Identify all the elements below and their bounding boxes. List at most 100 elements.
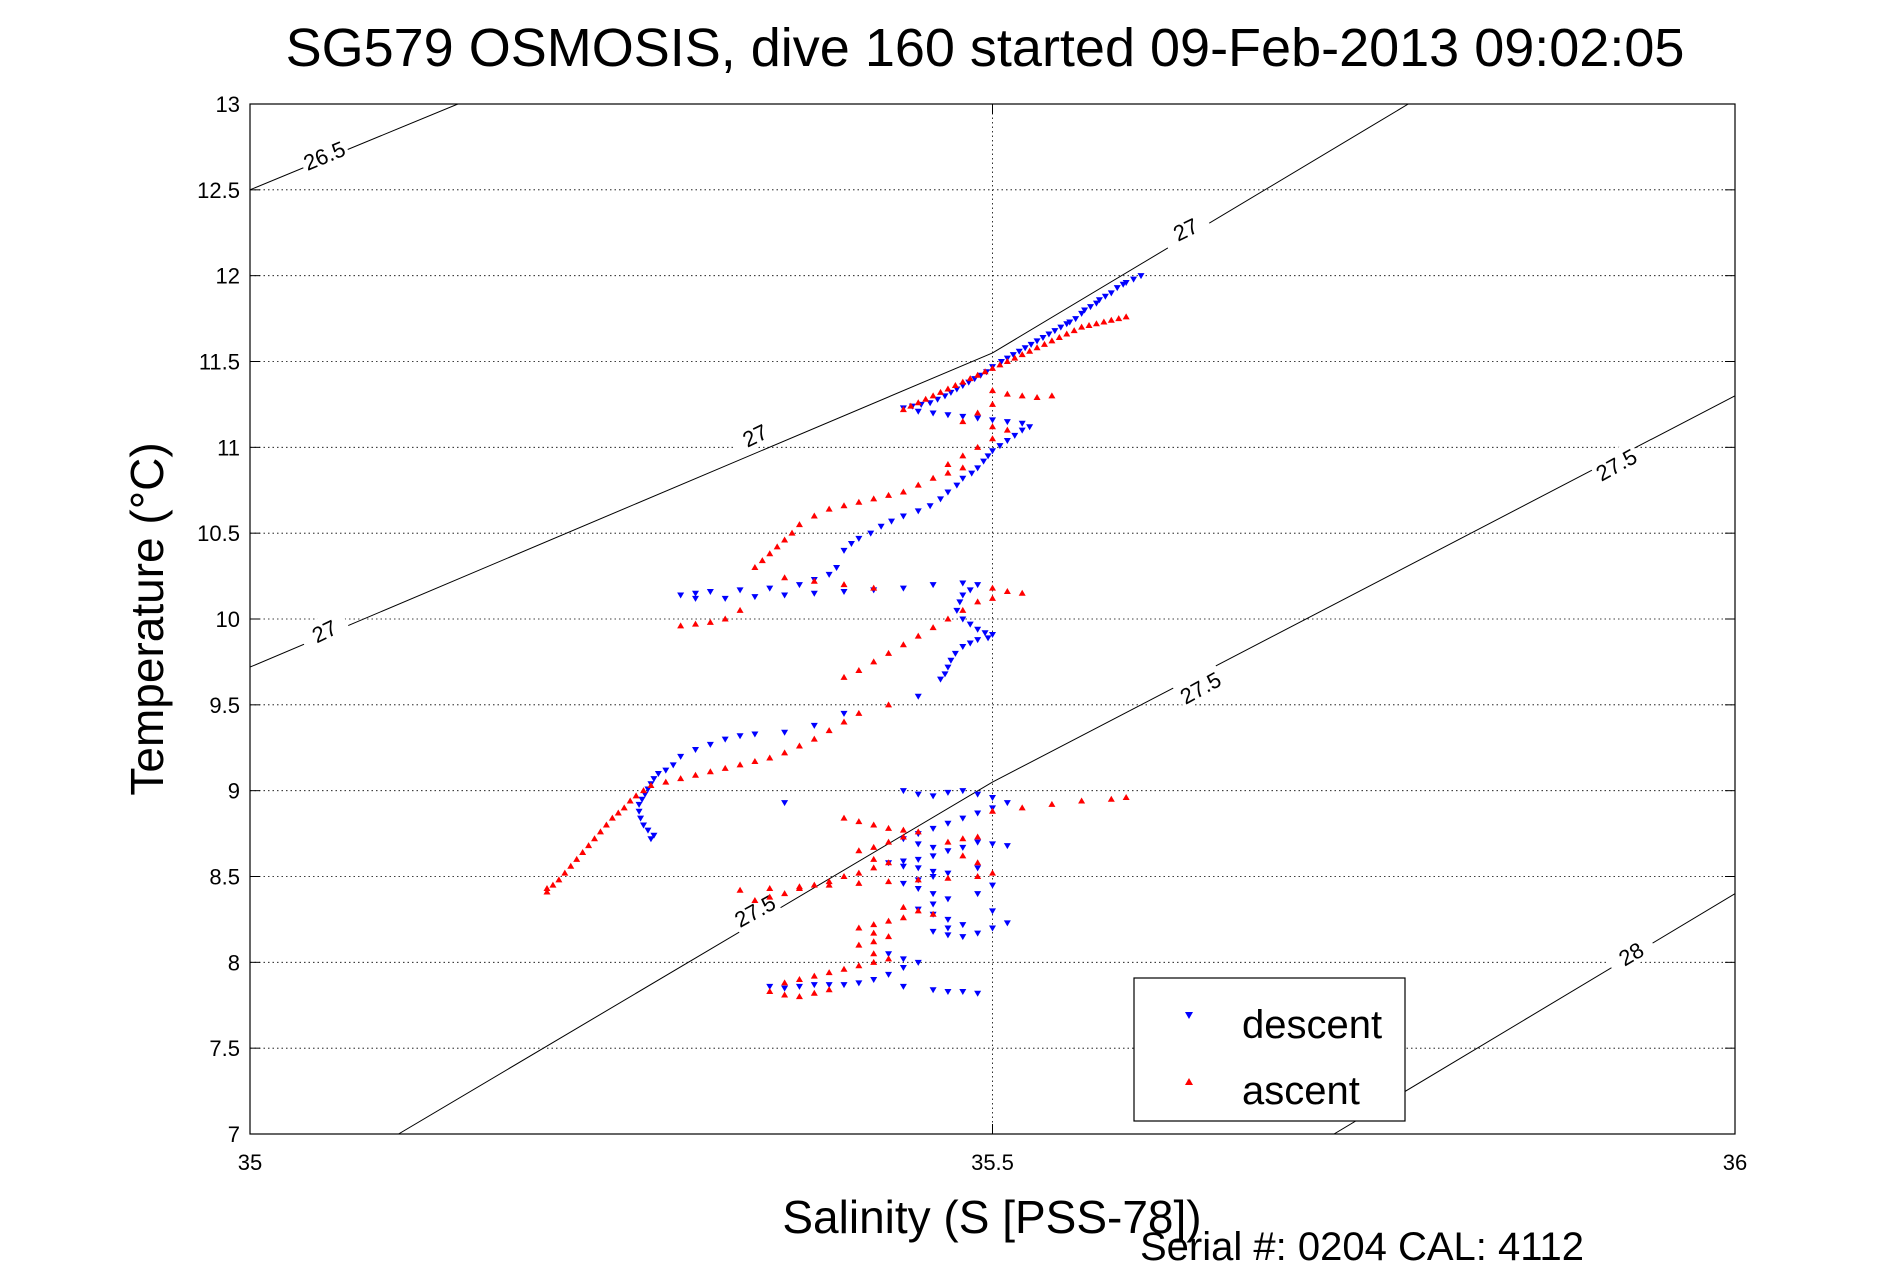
descent-point [989,882,996,889]
ascent-point [632,792,640,799]
y-tick-label: 10 [216,607,240,632]
ascent-point [959,606,967,613]
descent-point [706,741,714,748]
ascent-point [870,855,878,862]
y-tick-label: 12.5 [197,178,240,203]
ascent-point [810,735,818,742]
legend-label-ascent: ascent [1242,1069,1360,1113]
ascent-point [1018,589,1026,596]
descent-point [795,582,803,589]
descent-point [1066,319,1074,326]
ascent-point [959,835,967,842]
descent-point [974,637,982,644]
ascent-point [1085,321,1093,328]
ascent-point [1018,804,1026,811]
ascent-point [781,749,789,756]
ascent-point [885,878,893,885]
ascent-point [951,382,959,389]
ascent-point [944,461,952,467]
ascent-point [885,824,893,831]
ascent-point [1003,390,1011,397]
ascent-point [781,536,789,543]
descent-point [736,587,744,594]
descent-point [974,810,982,817]
descent-point [899,585,907,592]
descent-point [959,580,967,587]
descent-point [650,776,658,783]
descent-point [929,844,937,851]
descent-point [1003,419,1011,426]
descent-point [914,865,922,872]
descent-point [1011,432,1019,439]
descent-point [1072,316,1080,323]
ascent-point [914,828,922,835]
ascent-point [620,804,628,811]
ascent-point [870,658,878,665]
y-tick-label: 7.5 [209,1036,240,1061]
descent-point [926,503,934,510]
ascent-point [974,443,982,450]
ascent-point [929,392,937,399]
descent-point [640,822,648,829]
descent-point [914,693,922,700]
ascent-point [989,435,996,442]
descent-point [944,896,952,903]
descent-point [855,535,863,542]
descent-point [929,868,937,875]
ascent-point [795,976,803,982]
ascent-point [989,594,996,601]
ascent-point [810,881,818,888]
ascent-point [1122,794,1130,801]
ascent-point [1055,333,1063,340]
descent-point [1039,334,1047,341]
descent-point [885,971,893,978]
descent-point [888,518,896,525]
descent-point [997,359,1005,365]
ascent-point [959,452,967,459]
descent-point [1101,293,1109,300]
ascent-point [959,852,967,859]
ascent-point [573,855,581,862]
descent-point [1107,290,1115,297]
descent-point [974,839,982,846]
ascent-point [1107,795,1115,802]
ascent-point [885,838,893,845]
ascent-point [766,754,774,761]
y-tick-label: 13 [216,92,240,117]
descent-point [1003,843,1011,850]
legend-box [1133,977,1406,1122]
descent-point [766,585,774,592]
descent-point [959,788,967,795]
y-axis-label: Temperature (°C) [121,442,173,795]
descent-point [899,788,907,795]
ascent-point [1070,327,1078,334]
ascent-point [855,498,863,505]
ascent-point [788,529,796,536]
ascent-point [922,395,930,402]
ascent-point [751,757,759,764]
y-tick-label: 12 [216,264,240,289]
descent-point [1119,281,1127,288]
contour-label-bg [296,607,352,653]
descent-point [840,547,848,554]
ascent-point [825,881,833,888]
descent-point [781,800,789,807]
descent-point [989,908,996,915]
descent-point [984,453,992,460]
contour-label-bg [727,412,782,457]
ascent-point [981,368,989,375]
ascent-point [810,972,818,979]
ascent-point [885,701,893,708]
ascent-point [840,814,848,821]
legend-descent-marker [1185,1012,1193,1019]
descent-point [1130,276,1138,283]
ascent-point [974,371,982,378]
ascent-point [543,885,551,892]
descent-point [974,465,982,472]
descent-point [974,891,982,898]
ascent-point [825,505,833,512]
descent-point [1033,338,1041,345]
descent-point [1003,437,1011,444]
descent-point [947,657,955,664]
descent-point [914,408,922,415]
